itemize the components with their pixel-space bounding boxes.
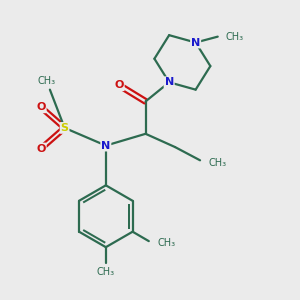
Text: N: N [164,77,174,87]
Text: N: N [101,141,110,151]
Text: O: O [114,80,124,90]
Text: CH₃: CH₃ [209,158,227,168]
Text: O: O [36,143,46,154]
Text: N: N [191,38,200,47]
Text: CH₃: CH₃ [157,238,175,248]
Text: CH₃: CH₃ [38,76,56,86]
Text: CH₃: CH₃ [97,267,115,277]
Text: CH₃: CH₃ [226,32,244,42]
Text: S: S [61,123,69,133]
Text: O: O [36,102,46,112]
